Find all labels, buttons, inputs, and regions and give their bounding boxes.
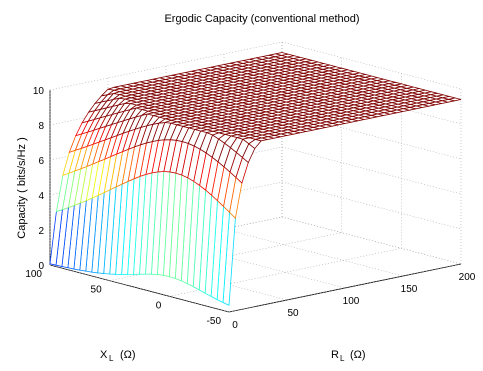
grid-line [49,41,283,91]
svg-text:X: X [100,349,108,361]
chart-title: Ergodic Capacity (conventional method) [164,13,359,25]
surface-mesh [49,52,462,306]
svg-text:L: L [109,354,114,363]
z-tick-label: 6 [38,156,44,167]
z-tick-label: 0 [38,261,44,272]
y-tick-label: 0 [232,320,238,331]
y-tick-label: 150 [401,284,418,295]
grid-line [223,228,404,277]
y-tick-label: 200 [459,272,476,283]
y-tick-label: 100 [343,296,360,307]
x-tick-label: -50 [207,316,222,327]
grid-line [281,41,462,90]
svg-text:R: R [331,349,339,361]
x-axis-label: X L (Ω) [100,349,136,363]
x-tick-label: 100 [25,269,42,280]
grid-line [281,146,462,195]
grid-line [281,181,462,230]
y-axis-label: R L (Ω) [331,349,366,363]
grid-line [49,264,230,313]
x-tick-label: 50 [91,285,103,296]
svg-text:(Ω): (Ω) [120,349,136,361]
svg-text:L: L [340,354,345,363]
surface-cell [275,52,289,56]
z-axis-label: Capacity ( bits/s/Hz ) [16,137,28,238]
y-tick-label: 50 [287,308,299,319]
x-tick-label: 0 [156,300,162,311]
grid-line [281,216,462,265]
grid-line [228,263,462,313]
z-tick-label: 4 [38,191,44,202]
z-tick-label: 2 [38,226,44,237]
z-tick-label: 10 [33,86,45,97]
svg-text:(Ω): (Ω) [350,349,366,361]
z-tick-label: 8 [38,121,44,132]
